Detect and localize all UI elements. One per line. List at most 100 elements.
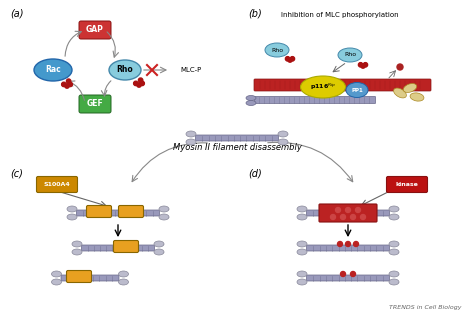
Text: (c): (c) — [10, 168, 23, 178]
Ellipse shape — [393, 88, 406, 98]
Ellipse shape — [389, 279, 399, 285]
Circle shape — [137, 83, 141, 87]
Circle shape — [350, 215, 356, 219]
Text: (b): (b) — [248, 8, 262, 18]
Text: Inhibition of MLC phosphorylation: Inhibition of MLC phosphorylation — [281, 12, 399, 18]
Text: Rho: Rho — [117, 66, 133, 74]
Ellipse shape — [265, 43, 289, 57]
Circle shape — [361, 215, 365, 219]
Ellipse shape — [389, 249, 399, 255]
FancyBboxPatch shape — [254, 79, 431, 91]
Ellipse shape — [34, 59, 72, 81]
Ellipse shape — [246, 100, 256, 106]
Text: (d): (d) — [248, 168, 262, 178]
Circle shape — [288, 58, 292, 62]
Ellipse shape — [109, 60, 141, 80]
Ellipse shape — [346, 82, 368, 98]
Text: TRENDS in Cell Biology: TRENDS in Cell Biology — [390, 305, 462, 310]
Ellipse shape — [297, 214, 307, 220]
FancyBboxPatch shape — [319, 204, 377, 222]
FancyBboxPatch shape — [82, 245, 155, 251]
Circle shape — [358, 62, 363, 67]
Text: MLC-P: MLC-P — [180, 67, 201, 73]
Text: p116$^{Rip}$: p116$^{Rip}$ — [310, 82, 336, 92]
Ellipse shape — [246, 95, 256, 100]
FancyBboxPatch shape — [118, 205, 144, 217]
Circle shape — [361, 64, 365, 68]
Ellipse shape — [297, 241, 307, 247]
FancyBboxPatch shape — [61, 275, 119, 281]
Text: GAP: GAP — [86, 25, 104, 35]
Circle shape — [350, 271, 356, 276]
Circle shape — [397, 64, 403, 70]
FancyBboxPatch shape — [36, 177, 78, 192]
Ellipse shape — [338, 48, 362, 62]
FancyBboxPatch shape — [86, 205, 111, 217]
FancyBboxPatch shape — [76, 210, 159, 216]
Ellipse shape — [301, 76, 346, 98]
Ellipse shape — [52, 271, 62, 277]
Circle shape — [62, 82, 66, 87]
Circle shape — [285, 57, 290, 61]
FancyBboxPatch shape — [113, 241, 138, 253]
FancyBboxPatch shape — [79, 21, 111, 39]
Ellipse shape — [297, 271, 307, 277]
FancyBboxPatch shape — [386, 177, 428, 192]
Ellipse shape — [297, 249, 307, 255]
Ellipse shape — [72, 249, 82, 255]
Circle shape — [340, 215, 346, 219]
Ellipse shape — [389, 214, 399, 220]
Circle shape — [363, 62, 368, 67]
Ellipse shape — [186, 131, 196, 137]
Ellipse shape — [403, 84, 417, 93]
Ellipse shape — [297, 206, 307, 212]
Text: Rho: Rho — [344, 53, 356, 57]
Text: Rac: Rac — [45, 66, 61, 74]
Circle shape — [68, 82, 73, 87]
Ellipse shape — [389, 206, 399, 212]
Text: PP1: PP1 — [351, 87, 363, 93]
Ellipse shape — [186, 139, 196, 145]
Circle shape — [140, 81, 145, 86]
Ellipse shape — [52, 279, 62, 285]
Ellipse shape — [389, 271, 399, 277]
FancyBboxPatch shape — [79, 95, 111, 113]
Ellipse shape — [389, 241, 399, 247]
Circle shape — [138, 78, 143, 82]
FancyBboxPatch shape — [66, 270, 91, 282]
Text: kinase: kinase — [396, 182, 419, 187]
Ellipse shape — [118, 271, 128, 277]
Ellipse shape — [154, 241, 164, 247]
Circle shape — [346, 242, 350, 247]
Circle shape — [354, 242, 358, 247]
Circle shape — [134, 81, 138, 86]
FancyBboxPatch shape — [307, 275, 390, 281]
Circle shape — [65, 84, 69, 88]
FancyBboxPatch shape — [307, 210, 390, 216]
FancyBboxPatch shape — [307, 245, 390, 251]
Ellipse shape — [278, 139, 288, 145]
Ellipse shape — [278, 131, 288, 137]
Ellipse shape — [410, 93, 424, 101]
FancyBboxPatch shape — [255, 96, 375, 103]
Ellipse shape — [154, 249, 164, 255]
Text: GEF: GEF — [87, 100, 103, 108]
Circle shape — [66, 79, 71, 83]
Ellipse shape — [159, 206, 169, 212]
Ellipse shape — [67, 206, 77, 212]
Circle shape — [337, 242, 343, 247]
Circle shape — [340, 271, 346, 276]
Ellipse shape — [297, 279, 307, 285]
Ellipse shape — [72, 241, 82, 247]
Circle shape — [330, 215, 336, 219]
Text: Myosin II filament disassembly: Myosin II filament disassembly — [173, 144, 301, 152]
Circle shape — [290, 57, 295, 61]
Text: (a): (a) — [10, 8, 24, 18]
Circle shape — [356, 208, 361, 212]
Text: Rho: Rho — [271, 48, 283, 53]
Circle shape — [346, 208, 350, 212]
Ellipse shape — [67, 214, 77, 220]
Ellipse shape — [118, 279, 128, 285]
Text: S100A4: S100A4 — [44, 182, 70, 187]
Ellipse shape — [159, 214, 169, 220]
